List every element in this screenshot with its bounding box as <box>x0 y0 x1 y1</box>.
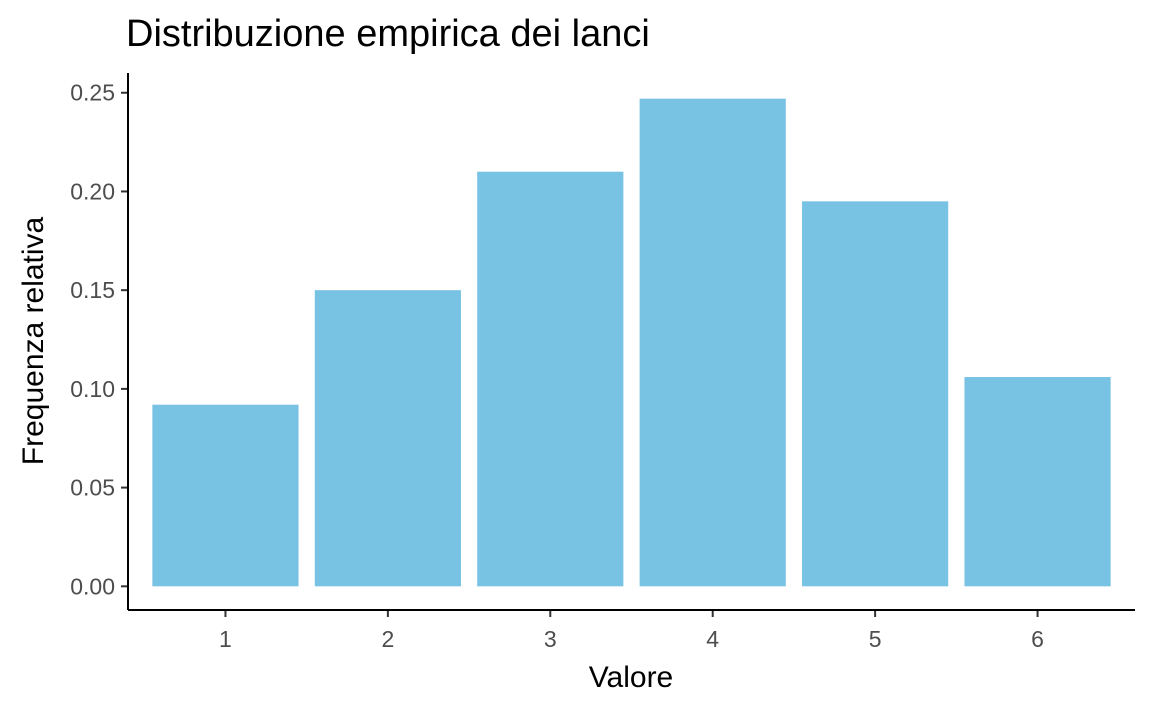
x-axis-title: Valore <box>589 661 674 694</box>
x-tick-label: 1 <box>219 626 232 652</box>
y-axis-ticks: 0.00 0.05 0.10 0.15 0.20 0.25 <box>70 80 128 599</box>
y-tick-label: 0.05 <box>70 475 115 501</box>
y-tick-label: 0.10 <box>70 376 115 402</box>
x-tick-label: 4 <box>706 626 719 652</box>
x-tick-label: 6 <box>1031 626 1044 652</box>
y-axis-title: Frequenza relativa <box>17 216 50 465</box>
y-tick-label: 0.20 <box>70 178 115 204</box>
bars-group <box>152 98 1111 587</box>
y-tick-label: 0.00 <box>70 573 115 599</box>
bar-6 <box>964 377 1111 587</box>
bar-5 <box>802 201 949 587</box>
x-tick-label: 3 <box>544 626 557 652</box>
bar-1 <box>152 404 299 587</box>
x-tick-label: 2 <box>381 626 394 652</box>
bar-4 <box>639 98 786 587</box>
bar-2 <box>314 290 461 587</box>
bar-3 <box>477 171 624 587</box>
y-tick-label: 0.15 <box>70 277 115 303</box>
x-axis-ticks: 1 2 3 4 5 6 <box>219 610 1044 652</box>
chart-title: Distribuzione empirica dei lanci <box>126 13 650 55</box>
x-tick-label: 5 <box>869 626 882 652</box>
y-tick-label: 0.25 <box>70 80 115 106</box>
